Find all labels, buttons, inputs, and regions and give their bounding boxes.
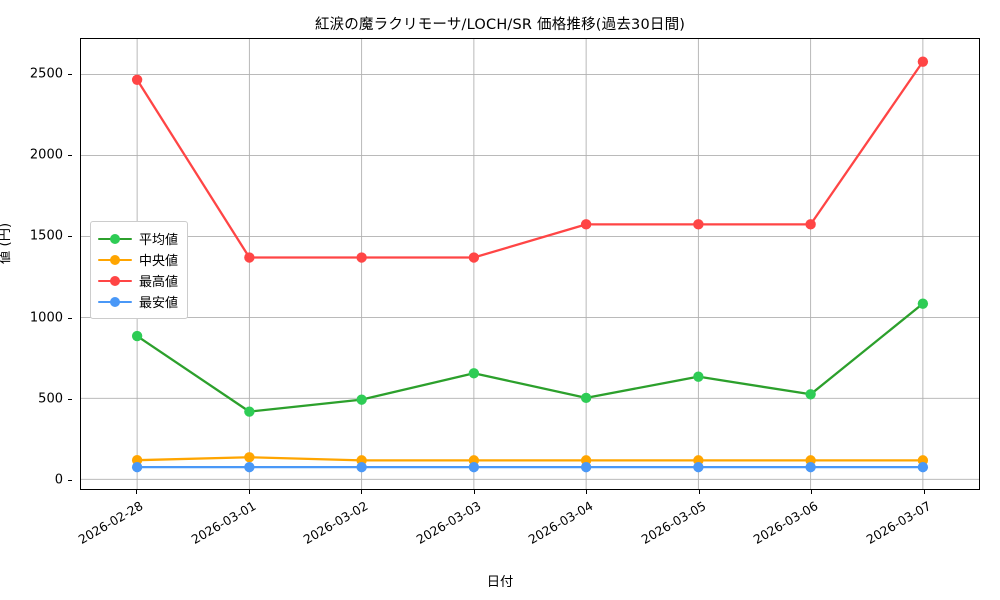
y-axis-ticks: 0 500 1000 1500 2000 2500 <box>8 38 72 490</box>
x-tick-mark <box>586 490 588 494</box>
y-tick-mark <box>68 317 72 319</box>
data-point-marker <box>244 461 255 473</box>
x-tick-mark <box>136 490 138 494</box>
legend-color-swatch <box>98 295 132 309</box>
data-point-marker <box>580 392 592 404</box>
y-tick-label: 2000 <box>29 147 63 163</box>
data-point-marker <box>131 461 143 473</box>
x-tick-mark <box>698 490 700 494</box>
data-point-marker <box>356 252 367 263</box>
legend-item[interactable]: 中央値 <box>98 249 178 270</box>
data-point-marker <box>244 252 255 263</box>
x-tick-label: 2026-03-05 <box>638 498 709 547</box>
y-tick-label: 0 <box>54 472 63 488</box>
data-point-marker <box>917 461 929 473</box>
data-point-marker <box>580 219 592 230</box>
data-point-marker <box>805 219 816 230</box>
y-tick-mark <box>68 236 72 238</box>
legend-item[interactable]: 最高値 <box>98 270 178 291</box>
data-point-marker <box>580 461 592 473</box>
plot-area <box>80 38 980 490</box>
y-tick-mark <box>68 398 72 400</box>
chart-legend: 平均値中央値最高値最安値 <box>90 221 189 319</box>
x-tick-label: 2026-03-01 <box>188 498 259 547</box>
x-tick-mark <box>248 490 250 494</box>
legend-color-swatch <box>98 232 132 246</box>
data-point-marker <box>131 74 143 85</box>
y-tick-mark <box>68 155 72 157</box>
data-point-marker <box>805 389 816 400</box>
legend-label: 最高値 <box>139 275 179 290</box>
y-tick-mark <box>68 73 72 75</box>
data-point-marker <box>693 461 704 473</box>
data-point-marker <box>356 461 367 473</box>
legend-item[interactable]: 最安値 <box>98 291 178 312</box>
y-tick-label: 2500 <box>29 66 63 82</box>
data-point-marker <box>917 56 929 67</box>
x-tick-mark <box>811 490 813 494</box>
data-point-marker <box>693 371 704 382</box>
data-point-marker <box>356 394 367 405</box>
chart-title: 紅涙の魔ラクリモーサ/LOCH/SR 価格推移(過去30日間) <box>314 17 686 33</box>
series-line <box>135 60 925 259</box>
data-point-marker <box>468 461 480 473</box>
data-point-marker <box>131 330 143 342</box>
y-tick-mark <box>68 480 72 482</box>
x-tick-label: 2026-03-02 <box>300 498 371 547</box>
x-tick-label: 2026-03-06 <box>750 498 821 547</box>
y-tick-label: 500 <box>38 391 63 407</box>
x-tick-mark <box>473 490 475 494</box>
y-tick-label: 1500 <box>29 228 63 244</box>
x-tick-label: 2026-02-28 <box>75 498 146 547</box>
x-tick-label: 2026-03-04 <box>525 498 596 547</box>
data-point-marker <box>693 219 704 230</box>
data-point-marker <box>805 461 816 473</box>
legend-item[interactable]: 平均値 <box>98 228 178 249</box>
series-line <box>135 456 925 462</box>
y-tick-label: 1000 <box>29 310 63 326</box>
x-axis-label: 日付 <box>486 575 514 590</box>
data-point-marker <box>244 406 255 417</box>
x-tick-mark <box>361 490 363 494</box>
y-axis-label: 値 (円) <box>0 222 13 264</box>
series-line <box>135 302 925 413</box>
legend-label: 最安値 <box>139 296 179 311</box>
data-point-marker <box>468 252 480 263</box>
gridlines <box>81 39 979 489</box>
legend-color-swatch <box>98 253 132 267</box>
legend-label: 中央値 <box>139 254 179 269</box>
data-point-marker <box>244 452 255 463</box>
data-point-marker <box>917 298 929 309</box>
x-tick-label: 2026-03-07 <box>863 498 934 547</box>
x-tick-label: 2026-03-03 <box>413 498 484 547</box>
legend-color-swatch <box>98 274 132 288</box>
data-point-marker <box>468 368 480 379</box>
data-series-layer <box>131 56 929 473</box>
x-axis-ticks: 2026-02-28 2026-03-01 2026-03-02 2026-03-03… <box>76 490 980 590</box>
legend-label: 平均値 <box>139 233 179 248</box>
x-tick-mark <box>923 490 925 494</box>
